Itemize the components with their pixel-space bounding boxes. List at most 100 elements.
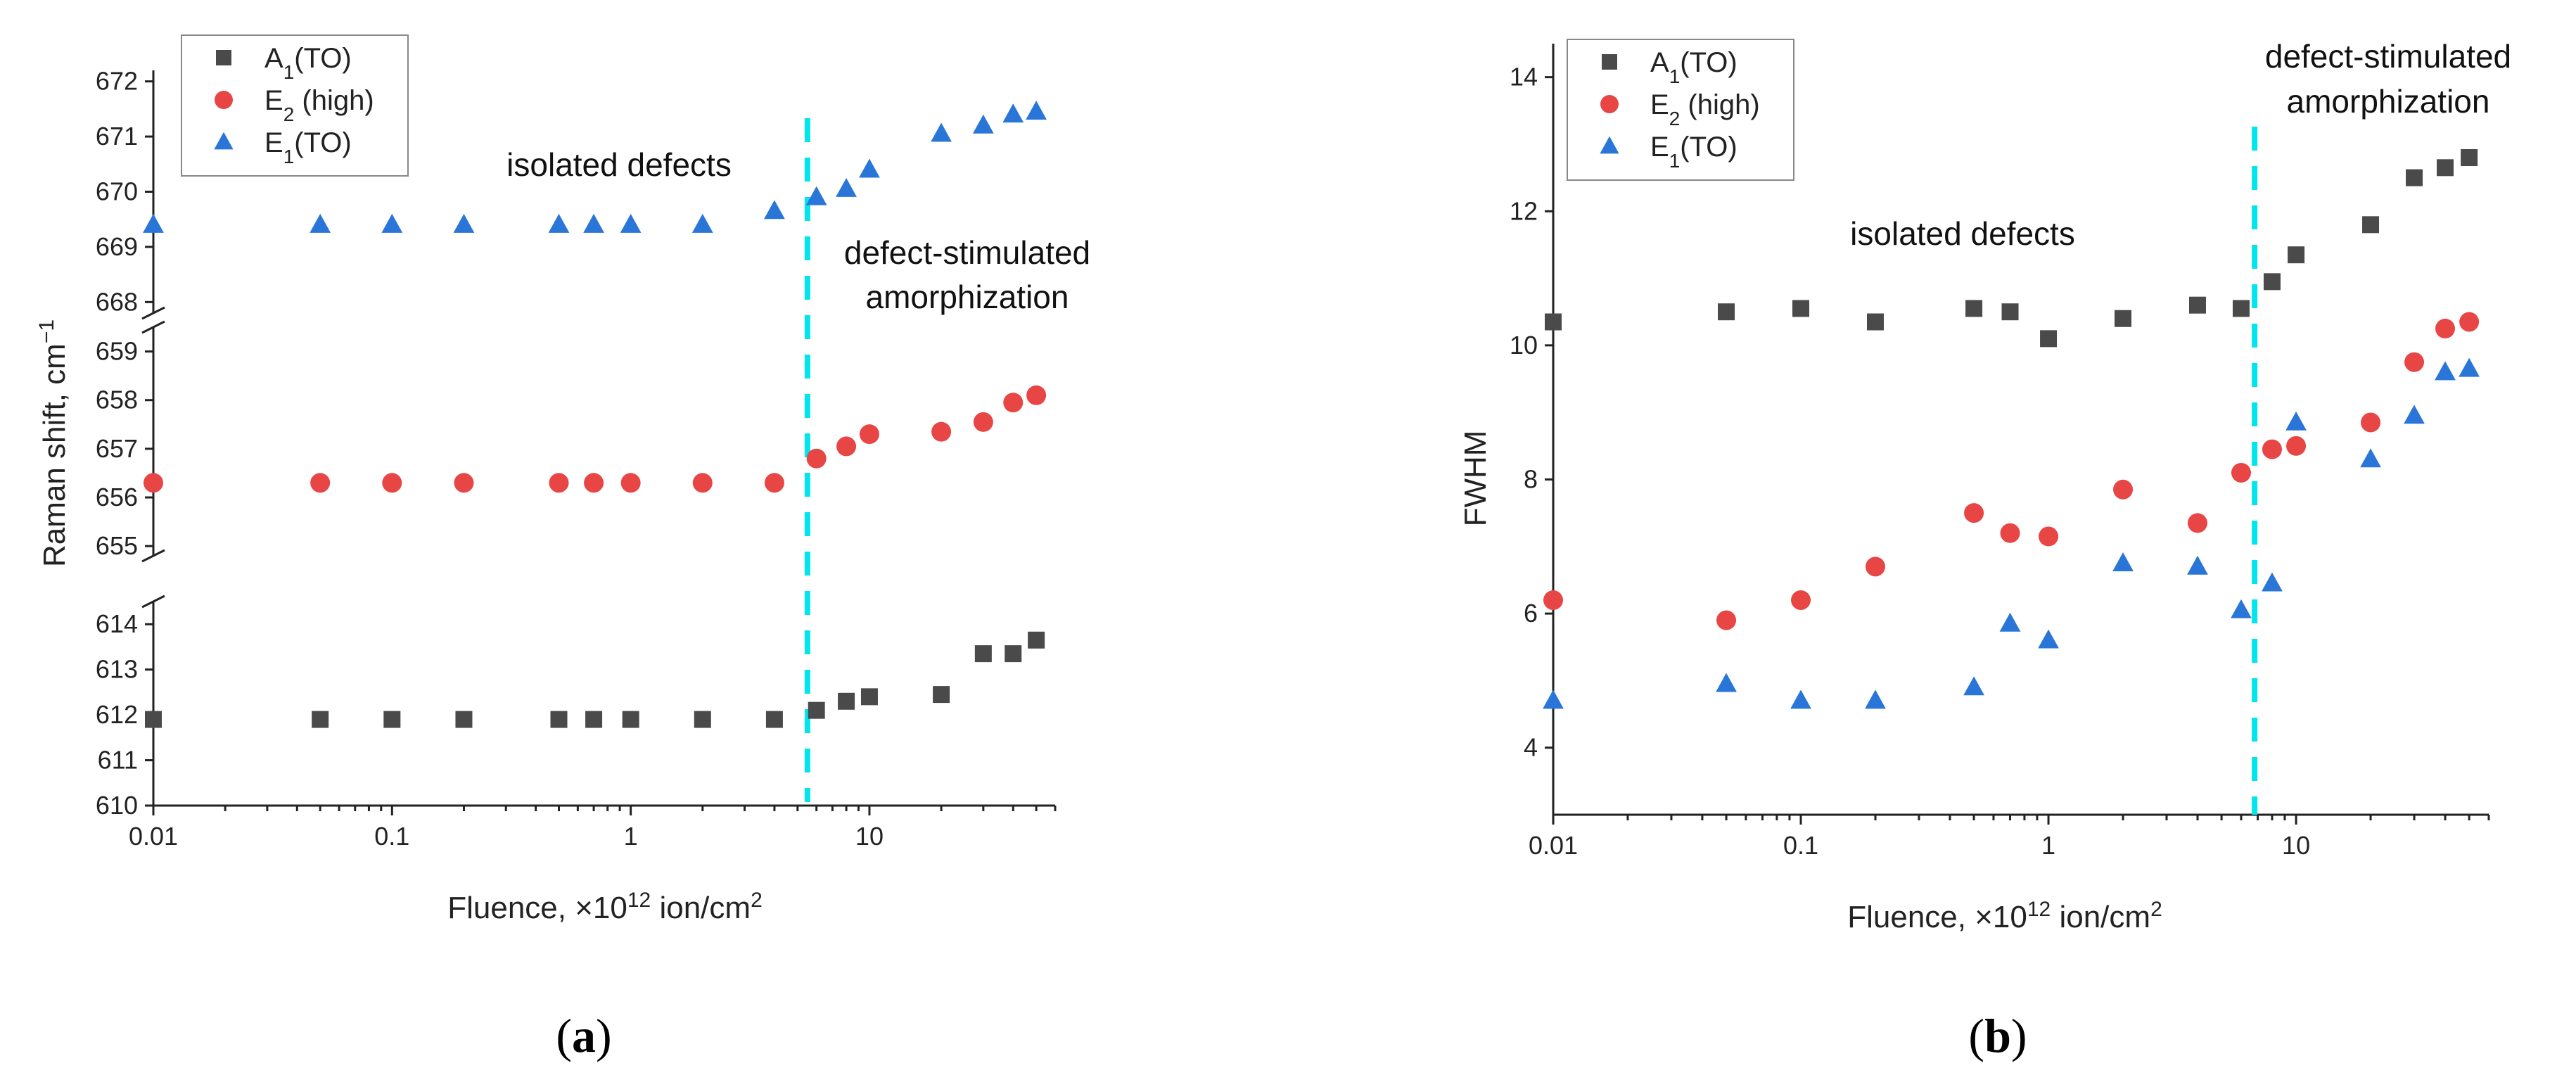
data-point [692, 473, 713, 493]
data-point [144, 473, 163, 493]
y-tick-label: 10 [1510, 331, 1538, 360]
data-point [2461, 149, 2478, 167]
x-tick-label: 0.1 [374, 822, 409, 851]
legend-label: E1(TO) [1650, 132, 1737, 172]
data-point [381, 213, 403, 233]
data-point [2437, 159, 2454, 177]
data-point [860, 688, 878, 706]
y-tick-label: 6 [1524, 599, 1538, 628]
y-tick-label: 672 [96, 67, 138, 96]
data-point [765, 711, 783, 728]
data-point [1005, 645, 1022, 663]
data-point [1028, 631, 1045, 649]
data-point [548, 213, 570, 233]
data-point [550, 711, 568, 728]
data-point [1965, 300, 1983, 317]
data-point [1002, 103, 1024, 123]
y-tick-label: 612 [96, 700, 138, 729]
data-point [620, 213, 642, 233]
data-point [2459, 312, 2480, 332]
data-point [2362, 216, 2380, 234]
legend-label: E1(TO) [264, 127, 352, 167]
x-tick-label: 10 [2282, 831, 2310, 860]
data-point [1792, 300, 1810, 317]
data-point [383, 711, 401, 728]
data-point [2231, 462, 2251, 483]
data-point [584, 473, 604, 493]
y-tick-label: 658 [96, 386, 138, 414]
data-point [2404, 405, 2425, 424]
data-point [694, 711, 711, 728]
panel-label-a: (a) [556, 1009, 611, 1062]
data-point [622, 711, 639, 728]
y-tick-label: 12 [1510, 196, 1538, 225]
axis-break-mark [141, 320, 165, 334]
data-point [836, 177, 857, 197]
axis-break-mark [141, 549, 165, 563]
x-tick-label: 0.1 [1783, 831, 1818, 860]
data-point [2001, 303, 2019, 321]
annotation-amorphization: amorphization [866, 279, 1069, 315]
data-point [453, 213, 475, 233]
data-point [310, 213, 331, 233]
data-point [1866, 313, 1884, 331]
legend-label: A1(TO) [264, 43, 352, 83]
data-point [764, 473, 784, 493]
data-point [974, 645, 992, 663]
legend-marker [215, 91, 233, 109]
data-point [2286, 436, 2307, 456]
data-point [2115, 310, 2132, 327]
data-point [1543, 689, 1564, 709]
y-tick-label: 657 [96, 434, 138, 463]
legend-label: E2 (high) [1650, 89, 1760, 129]
data-point [2406, 169, 2423, 186]
data-point [1865, 689, 1886, 709]
y-tick-label: 4 [1524, 733, 1538, 762]
legend-marker [214, 132, 234, 150]
data-point [2231, 599, 2252, 618]
data-point [549, 473, 569, 493]
x-tick-label: 1 [624, 822, 638, 851]
data-point [931, 421, 952, 442]
data-point [838, 692, 855, 710]
data-point [2361, 412, 2381, 433]
x-tick-label: 0.01 [129, 822, 178, 851]
data-point [691, 213, 713, 233]
y-tick-label: 659 [96, 337, 138, 366]
y-tick-label: 613 [96, 655, 138, 684]
axis-break-mark [141, 306, 165, 320]
data-point [2187, 555, 2208, 575]
data-point [1865, 557, 1885, 577]
data-point [2000, 523, 2020, 543]
data-point [2263, 273, 2281, 291]
data-point [1964, 503, 1984, 523]
annotation-isolated-defects: isolated defects [1850, 215, 2075, 252]
data-point [143, 213, 164, 233]
panel-label-b: (b) [1968, 1009, 2027, 1062]
y-tick-label: 610 [96, 791, 138, 820]
x-axis-title: Fluence, ×1012 ion/cm2 [447, 889, 763, 926]
data-point [1003, 393, 1024, 413]
y-tick-label: 670 [96, 177, 138, 206]
annotation-defect-stimulated: defect-stimulated [2265, 38, 2511, 75]
data-point [2360, 448, 2381, 468]
data-point [1718, 303, 1735, 321]
y-tick-label: 671 [96, 122, 138, 151]
y-axis-title: FWHM [1458, 431, 1493, 527]
y-tick-label: 14 [1510, 63, 1538, 91]
data-point [312, 711, 329, 728]
data-point [2435, 319, 2456, 339]
data-point [1543, 590, 1563, 611]
data-point [2187, 513, 2207, 533]
legend-marker [1600, 95, 1619, 113]
legend: A1(TO)E2 (high)E1(TO) [1567, 39, 1794, 181]
data-point [2262, 572, 2283, 592]
data-point [1999, 612, 2021, 632]
data-point [972, 114, 994, 134]
data-point [764, 200, 785, 220]
data-point [2435, 361, 2456, 381]
x-tick-label: 10 [855, 822, 884, 851]
data-point [310, 473, 331, 493]
y-axis-title: Raman shift, cm−1 [35, 319, 72, 567]
data-point [2039, 526, 2059, 547]
